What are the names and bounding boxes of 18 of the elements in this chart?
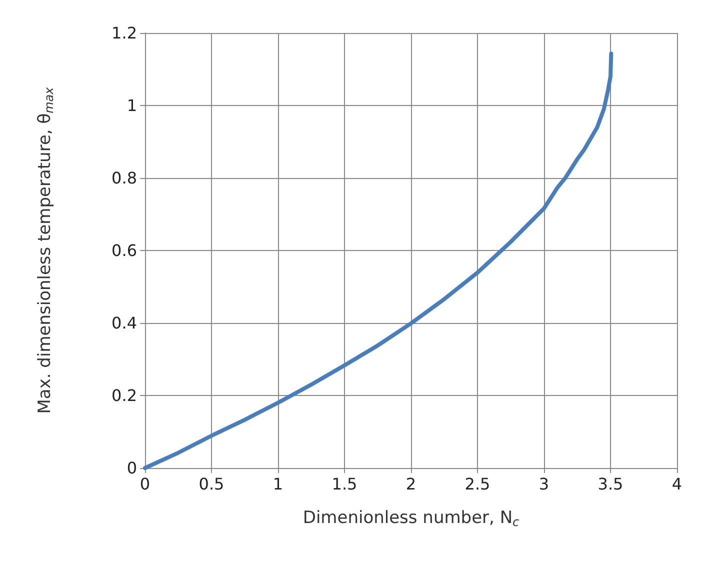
y-tick-label: 0.2 — [112, 386, 137, 405]
x-tick-label: 4 — [672, 474, 682, 494]
x-tick-label: 2 — [406, 474, 416, 494]
x-tick-label: 2.5 — [464, 474, 490, 494]
y-axis-title: Max. dimensionless temperature, θmax — [35, 86, 56, 414]
y-tick-label: 0.8 — [112, 168, 137, 188]
y-tick-label: 0.4 — [112, 314, 137, 332]
y-tick-label: 1 — [126, 96, 137, 115]
x-tick-label: 3.5 — [598, 474, 624, 494]
x-tick-label: 1.5 — [332, 474, 358, 494]
y-tick-label: 0 — [126, 458, 137, 478]
x-tick-label: 1 — [272, 474, 284, 494]
x-tick-label: 0.5 — [198, 474, 224, 494]
x-tick-label: 3 — [538, 474, 550, 494]
x-tick-label: 0 — [140, 474, 150, 494]
y-tick-label: 0.6 — [112, 241, 137, 260]
line-series — [143, 52, 614, 470]
y-tick-label: 1.2 — [112, 24, 137, 42]
